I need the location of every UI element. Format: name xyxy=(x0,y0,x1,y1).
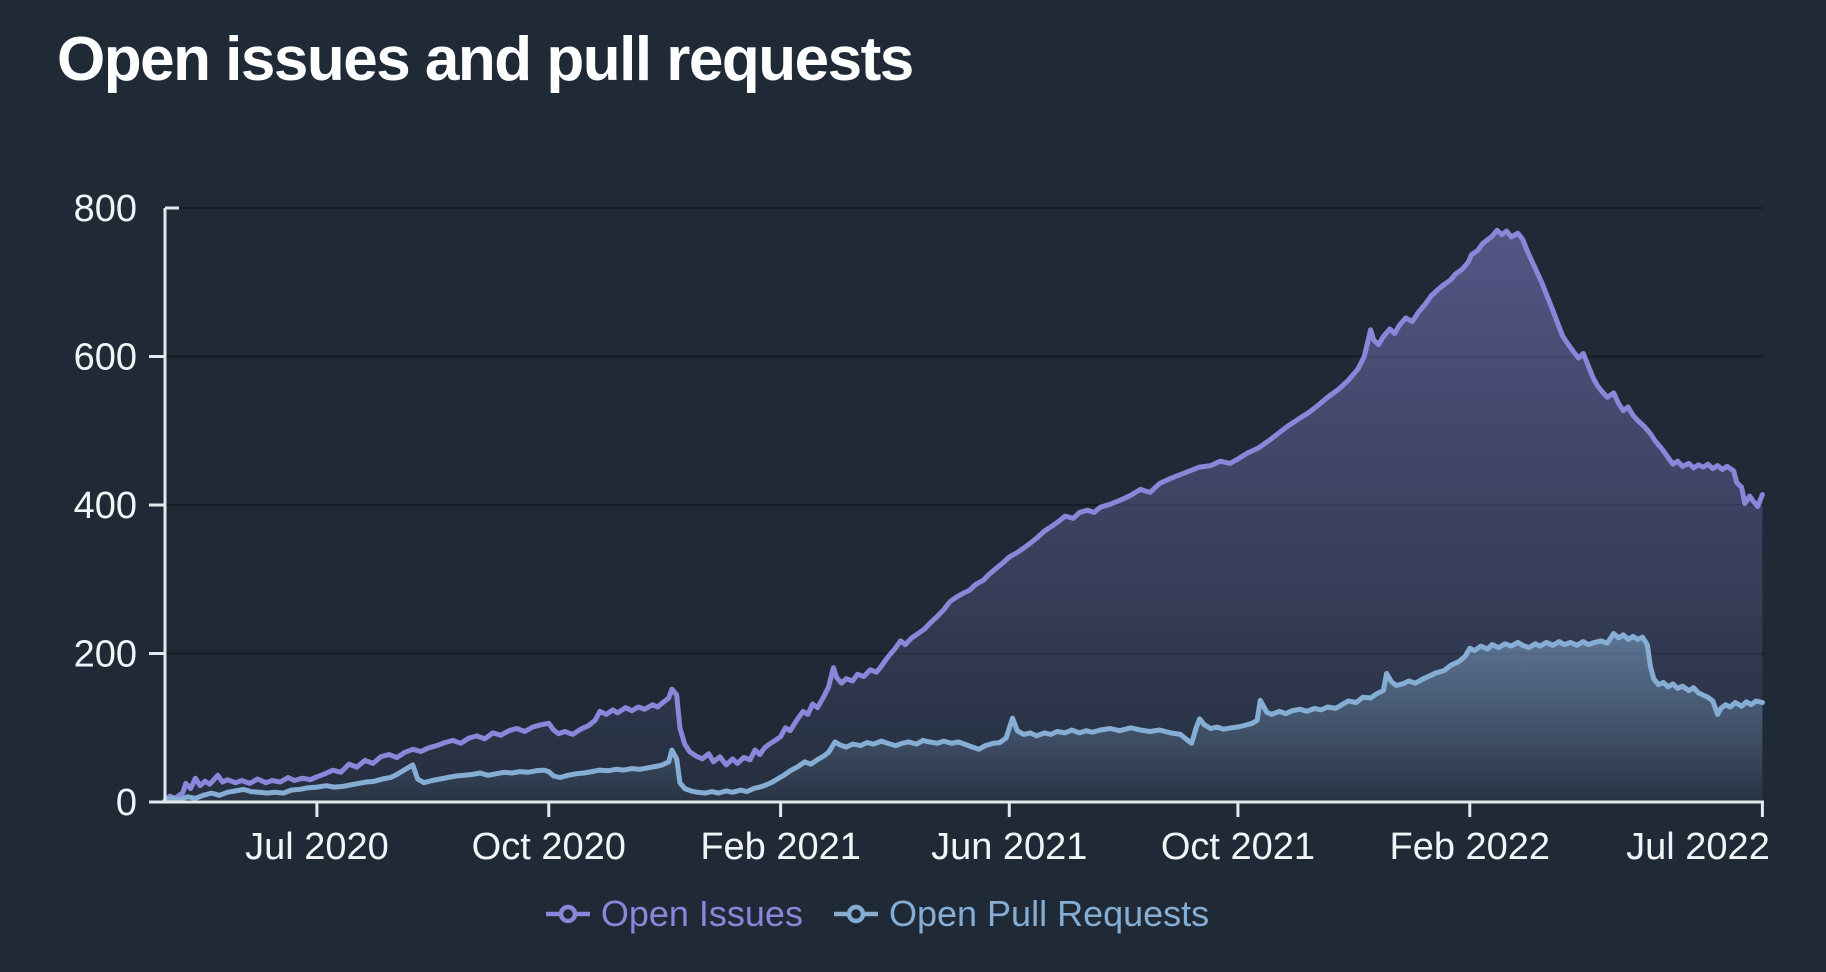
legend-label-open-pull-requests: Open Pull Requests xyxy=(888,893,1210,934)
legend: Open Issues Open Pull Requests xyxy=(0,893,1790,935)
x-tick-label-feb-2021: Feb 2021 xyxy=(700,826,861,868)
x-axis-ticks: Jul 2020 Oct 2020 Feb 2021 Jun 2021 Oct 2021… xyxy=(245,802,1770,868)
open-issues-line xyxy=(162,227,1765,803)
series-areas xyxy=(165,230,1763,803)
legend-item-open-issues[interactable]: Open Issues xyxy=(545,893,803,935)
y-tick-label-800: 800 xyxy=(74,188,137,230)
open-issues-legend-marker-icon xyxy=(545,904,590,924)
x-tick-label-jul-2022: Jul 2022 xyxy=(1626,826,1770,868)
chart-title: Open issues and pull requests xyxy=(57,25,914,94)
open-pull-requests-legend-marker-icon xyxy=(833,904,878,924)
x-tick-label-jun-2021: Jun 2021 xyxy=(931,826,1087,868)
y-tick-label-0: 0 xyxy=(116,782,137,824)
legend-label-open-issues: Open Issues xyxy=(600,893,803,934)
y-tick-label-200: 200 xyxy=(74,634,137,676)
y-tick-label-400: 400 xyxy=(74,485,137,527)
series-lines xyxy=(162,227,1765,803)
y-axis-ticks: 0 200 400 600 800 xyxy=(74,188,165,824)
open-pull-requests-line xyxy=(162,631,1765,803)
legend-item-open-pull-requests[interactable]: Open Pull Requests xyxy=(833,893,1209,935)
x-tick-label-feb-2022: Feb 2022 xyxy=(1389,826,1550,868)
open-issues-area xyxy=(165,230,1763,803)
x-tick-label-oct-2020: Oct 2020 xyxy=(472,826,626,868)
open-pull-requests-area xyxy=(165,633,1763,802)
x-tick-label-jul-2020: Jul 2020 xyxy=(245,826,389,868)
y-tick-label-600: 600 xyxy=(74,337,137,379)
x-tick-label-oct-2021: Oct 2021 xyxy=(1161,826,1315,868)
